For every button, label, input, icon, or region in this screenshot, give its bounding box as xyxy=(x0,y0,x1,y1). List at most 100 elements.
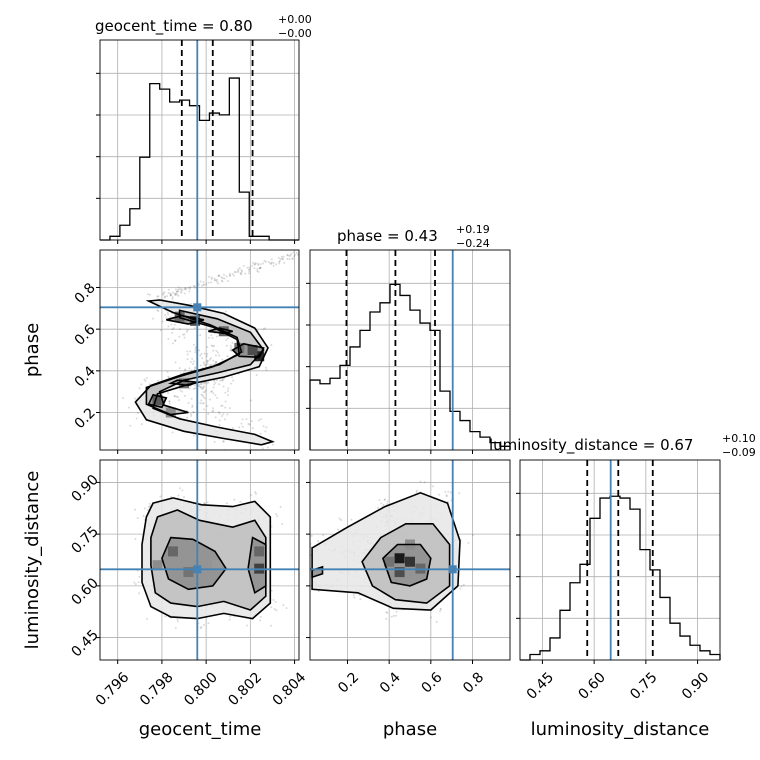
sample-point xyxy=(439,608,442,611)
sample-point xyxy=(211,410,214,413)
sample-point xyxy=(283,261,286,264)
sample-point xyxy=(171,328,174,331)
sample-point xyxy=(170,293,173,296)
sample-point xyxy=(211,345,214,348)
sample-point xyxy=(200,284,203,287)
sample-point xyxy=(231,341,234,344)
sample-point xyxy=(198,349,201,352)
sample-point xyxy=(215,360,218,363)
sample-point xyxy=(183,496,186,499)
sample-point xyxy=(219,379,222,382)
sample-point xyxy=(186,416,189,419)
sample-point xyxy=(278,262,281,265)
sample-point xyxy=(340,518,343,521)
sample-point xyxy=(171,297,174,300)
sample-point xyxy=(183,288,186,291)
sample-point xyxy=(222,273,225,276)
sample-point xyxy=(169,292,172,295)
sample-point xyxy=(173,292,176,295)
sample-point xyxy=(395,610,398,613)
sample-point xyxy=(138,387,141,390)
sample-point xyxy=(168,376,171,379)
title-phase-minus: −0.24 xyxy=(456,237,490,250)
panel-frame xyxy=(99,249,300,451)
sample-point xyxy=(281,257,284,260)
sample-point xyxy=(159,495,162,498)
sample-point xyxy=(238,426,241,429)
sample-point xyxy=(167,392,170,395)
sample-point xyxy=(226,413,229,416)
sample-point xyxy=(186,353,189,356)
sample-point xyxy=(157,379,160,382)
sample-point xyxy=(179,389,182,392)
y-axis-label-phase: phase xyxy=(22,323,43,377)
sample-point xyxy=(191,362,194,365)
x-axis-label-phase: phase xyxy=(383,719,437,740)
sample-point xyxy=(257,263,260,266)
sample-point xyxy=(173,395,176,398)
sample-point xyxy=(177,294,180,297)
sample-point xyxy=(140,383,143,386)
sample-point xyxy=(245,418,248,421)
sample-point xyxy=(189,350,192,353)
sample-point xyxy=(288,258,291,261)
sample-point xyxy=(200,626,203,629)
sample-point xyxy=(168,402,171,405)
sample-point xyxy=(223,418,226,421)
sample-point xyxy=(383,498,386,501)
sample-point xyxy=(157,309,160,312)
sample-point xyxy=(207,381,210,384)
sample-point xyxy=(178,367,181,370)
sample-point xyxy=(174,339,177,342)
sample-point xyxy=(218,424,221,427)
sample-point xyxy=(290,252,293,255)
x-tick-label-luminosity-distance: 0.75 xyxy=(627,669,660,702)
x-tick-label-phase: 0.8 xyxy=(460,669,487,696)
density-block xyxy=(405,556,415,567)
density-block xyxy=(165,407,176,418)
sample-point xyxy=(337,528,340,531)
sample-point xyxy=(288,255,291,258)
sample-point xyxy=(142,514,145,517)
sample-point xyxy=(186,329,189,332)
y-tick-label-luminosity-distance: 0.60 xyxy=(69,575,102,608)
sample-point xyxy=(198,385,201,388)
sample-point xyxy=(134,583,137,586)
sample-point xyxy=(214,362,217,365)
sample-point xyxy=(167,292,170,295)
sample-point xyxy=(166,311,169,314)
sample-point xyxy=(162,293,165,296)
sample-point xyxy=(229,344,232,347)
sample-point xyxy=(188,367,191,370)
sample-point xyxy=(227,279,230,282)
contour-line-4 xyxy=(311,565,324,579)
sample-point xyxy=(191,357,194,360)
sample-point xyxy=(163,291,166,294)
sample-point xyxy=(229,348,232,351)
density-block xyxy=(394,553,405,564)
sample-point xyxy=(202,385,205,388)
sample-point xyxy=(250,420,253,423)
sample-point xyxy=(241,418,244,421)
sample-point xyxy=(241,270,244,273)
hist-panel-luminosity-distance xyxy=(516,459,721,664)
sample-point xyxy=(266,446,269,449)
sample-point xyxy=(204,389,207,392)
sample-point xyxy=(259,263,262,266)
sample-point xyxy=(210,277,213,280)
sample-point xyxy=(376,506,379,509)
sample-point xyxy=(202,391,205,394)
sample-point xyxy=(163,296,166,299)
panel-frame xyxy=(519,459,721,661)
sample-point xyxy=(289,254,292,257)
sample-point xyxy=(265,369,268,372)
sample-point xyxy=(279,505,282,508)
sample-point xyxy=(190,397,193,400)
sample-point xyxy=(438,493,441,496)
sample-point xyxy=(206,404,209,407)
x-tick-label-luminosity-distance: 0.45 xyxy=(524,669,557,702)
sample-point xyxy=(200,382,203,385)
sample-point xyxy=(226,337,229,340)
sample-point xyxy=(215,349,218,352)
sample-point xyxy=(148,502,151,505)
